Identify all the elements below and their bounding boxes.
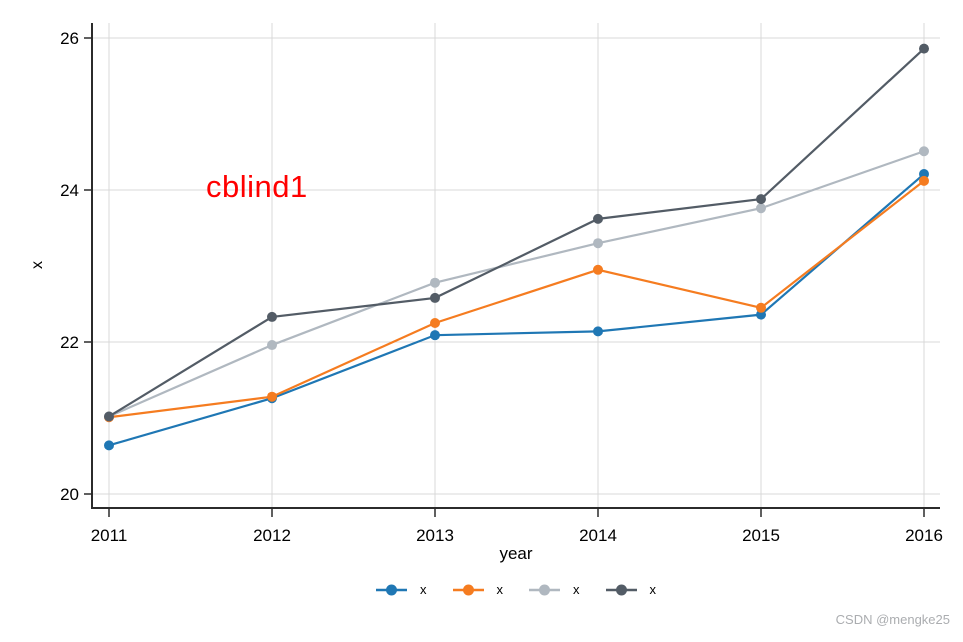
x-tick-label: 2011 xyxy=(91,526,128,545)
series-line-1 xyxy=(108,173,925,447)
data-point xyxy=(430,330,440,341)
legend-item-4: x xyxy=(605,582,657,597)
data-point xyxy=(593,213,603,224)
data-point xyxy=(756,203,766,214)
legend-label: x xyxy=(496,582,504,597)
data-point xyxy=(756,309,766,320)
x-tick-label: 2016 xyxy=(905,526,943,545)
x-tick-label: 2013 xyxy=(416,526,454,545)
data-point xyxy=(104,440,114,451)
y-tick-label: 22 xyxy=(60,333,79,352)
data-point xyxy=(593,238,603,249)
legend-label: x xyxy=(649,582,657,597)
data-point xyxy=(756,194,766,205)
data-point xyxy=(430,318,440,328)
data-point xyxy=(919,146,929,157)
y-tick-label: 20 xyxy=(60,485,79,504)
data-point xyxy=(430,277,440,288)
x-tick-label: 2015 xyxy=(742,526,780,545)
x-axis-title: year xyxy=(499,544,533,563)
chart-annotation: cblind1 xyxy=(206,169,308,204)
x-tick-label: 2014 xyxy=(579,526,617,545)
y-tick-label: 24 xyxy=(60,181,79,200)
data-point xyxy=(267,340,277,351)
watermark-text: CSDN @mengke25 xyxy=(835,612,950,627)
series-line-2 xyxy=(108,180,925,419)
y-tick-label: 26 xyxy=(60,29,79,48)
data-point xyxy=(593,264,603,275)
legend-label: x xyxy=(420,582,427,597)
legend-label: x xyxy=(573,582,580,597)
data-point xyxy=(267,391,277,402)
legend-item-3: x xyxy=(529,582,580,597)
data-point xyxy=(593,326,603,337)
legend-marker-icon xyxy=(376,584,407,595)
legend-item-1: x xyxy=(376,582,427,597)
legend-item-2: x xyxy=(452,582,504,597)
y-axis-title: x xyxy=(29,261,46,269)
data-point xyxy=(919,169,929,180)
legend-marker-icon xyxy=(452,584,484,595)
data-point xyxy=(756,302,766,313)
series-line-4 xyxy=(108,47,925,418)
data-point xyxy=(430,292,440,303)
data-point xyxy=(919,175,929,186)
data-point xyxy=(104,411,114,422)
data-point xyxy=(919,43,929,54)
data-point xyxy=(267,311,277,322)
x-tick-label: 2012 xyxy=(253,526,291,545)
legend-marker-icon xyxy=(605,584,637,595)
legend-marker-icon xyxy=(529,584,560,595)
series-line-3 xyxy=(108,150,925,418)
